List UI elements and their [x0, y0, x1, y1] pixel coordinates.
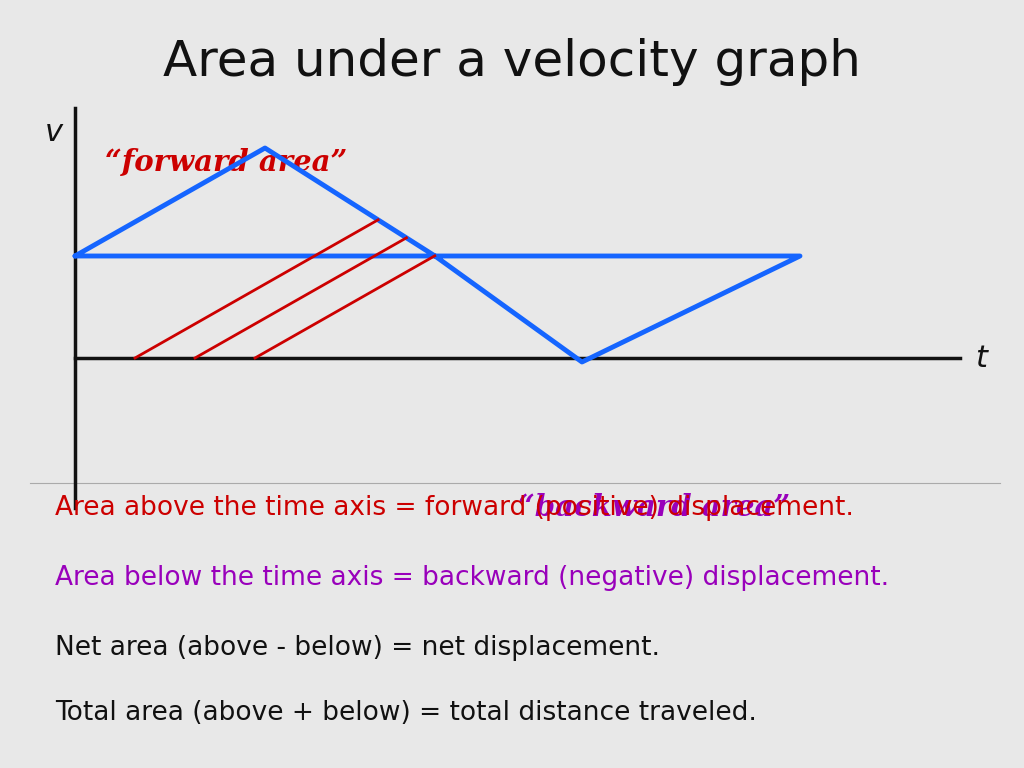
Text: Area above the time axis = forward (positive) displacement.: Area above the time axis = forward (posi…: [55, 495, 854, 521]
Text: “forward area”: “forward area”: [105, 148, 347, 177]
Text: t: t: [975, 343, 987, 372]
Text: Area under a velocity graph: Area under a velocity graph: [163, 38, 861, 86]
Text: Net area (above - below) = net displacement.: Net area (above - below) = net displacem…: [55, 635, 660, 661]
Text: v: v: [45, 118, 63, 147]
Text: “backward area”: “backward area”: [518, 493, 790, 522]
Text: Total area (above + below) = total distance traveled.: Total area (above + below) = total dista…: [55, 700, 757, 726]
Text: Area below the time axis = backward (negative) displacement.: Area below the time axis = backward (neg…: [55, 565, 889, 591]
